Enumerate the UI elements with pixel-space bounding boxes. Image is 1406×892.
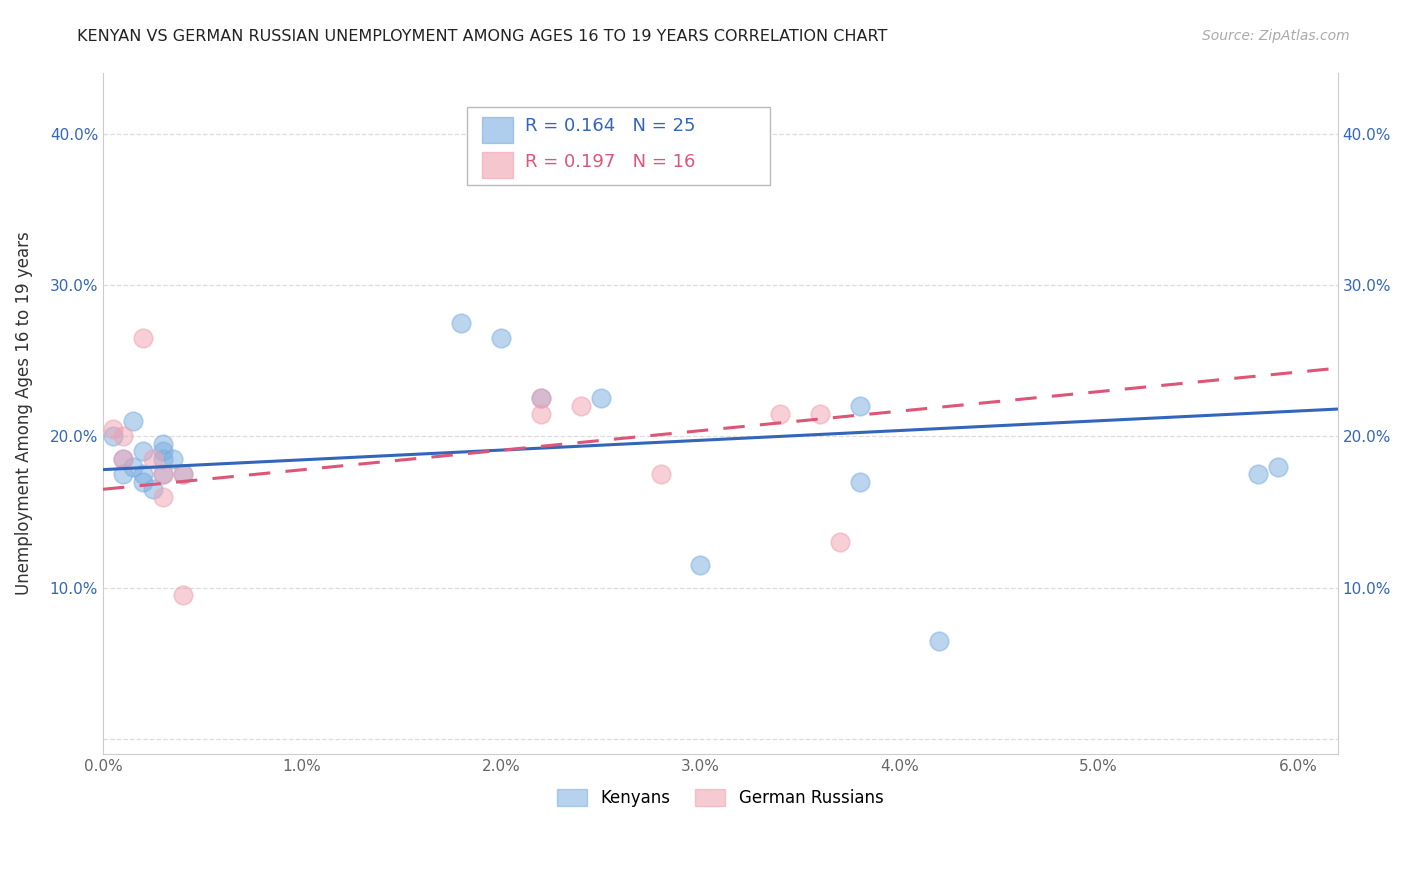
Point [132,475,155,489]
Point [172,467,194,482]
Text: KENYAN VS GERMAN RUSSIAN UNEMPLOYMENT AMONG AGES 16 TO 19 YEARS CORRELATION CHAR: KENYAN VS GERMAN RUSSIAN UNEMPLOYMENT AM… [77,29,887,44]
Point [152,437,174,451]
Point [450,316,472,330]
Point [689,558,711,572]
Point [530,392,553,406]
Point [142,483,165,497]
Point [152,452,174,467]
Point [152,444,174,458]
Point [530,407,553,421]
Point [769,407,792,421]
Point [162,452,184,467]
Point [172,467,194,482]
Y-axis label: Unemployment Among Ages 16 to 19 years: Unemployment Among Ages 16 to 19 years [15,232,32,596]
Point [152,467,174,482]
Legend: Kenyans, German Russians: Kenyans, German Russians [551,782,890,814]
Point [152,490,174,504]
Point [132,331,155,345]
Point [491,331,513,345]
Point [111,452,134,467]
Point [142,452,165,467]
Text: R = 0.164   N = 25: R = 0.164 N = 25 [526,117,696,135]
Point [132,467,155,482]
Text: Source: ZipAtlas.com: Source: ZipAtlas.com [1202,29,1350,43]
Point [848,475,870,489]
Point [1267,459,1289,474]
Point [152,467,174,482]
Point [848,399,870,413]
FancyBboxPatch shape [482,117,513,143]
Point [808,407,831,421]
Point [828,535,851,549]
Point [569,399,592,413]
Point [1247,467,1270,482]
Point [122,459,145,474]
Point [111,467,134,482]
Point [101,429,124,443]
Point [928,633,950,648]
Point [589,392,612,406]
Point [172,588,194,602]
FancyBboxPatch shape [467,107,769,186]
Point [101,422,124,436]
Point [132,444,155,458]
Point [650,467,672,482]
Point [111,429,134,443]
Text: R = 0.197   N = 16: R = 0.197 N = 16 [526,153,696,171]
Point [111,452,134,467]
Point [122,414,145,428]
Point [530,392,553,406]
FancyBboxPatch shape [482,152,513,178]
